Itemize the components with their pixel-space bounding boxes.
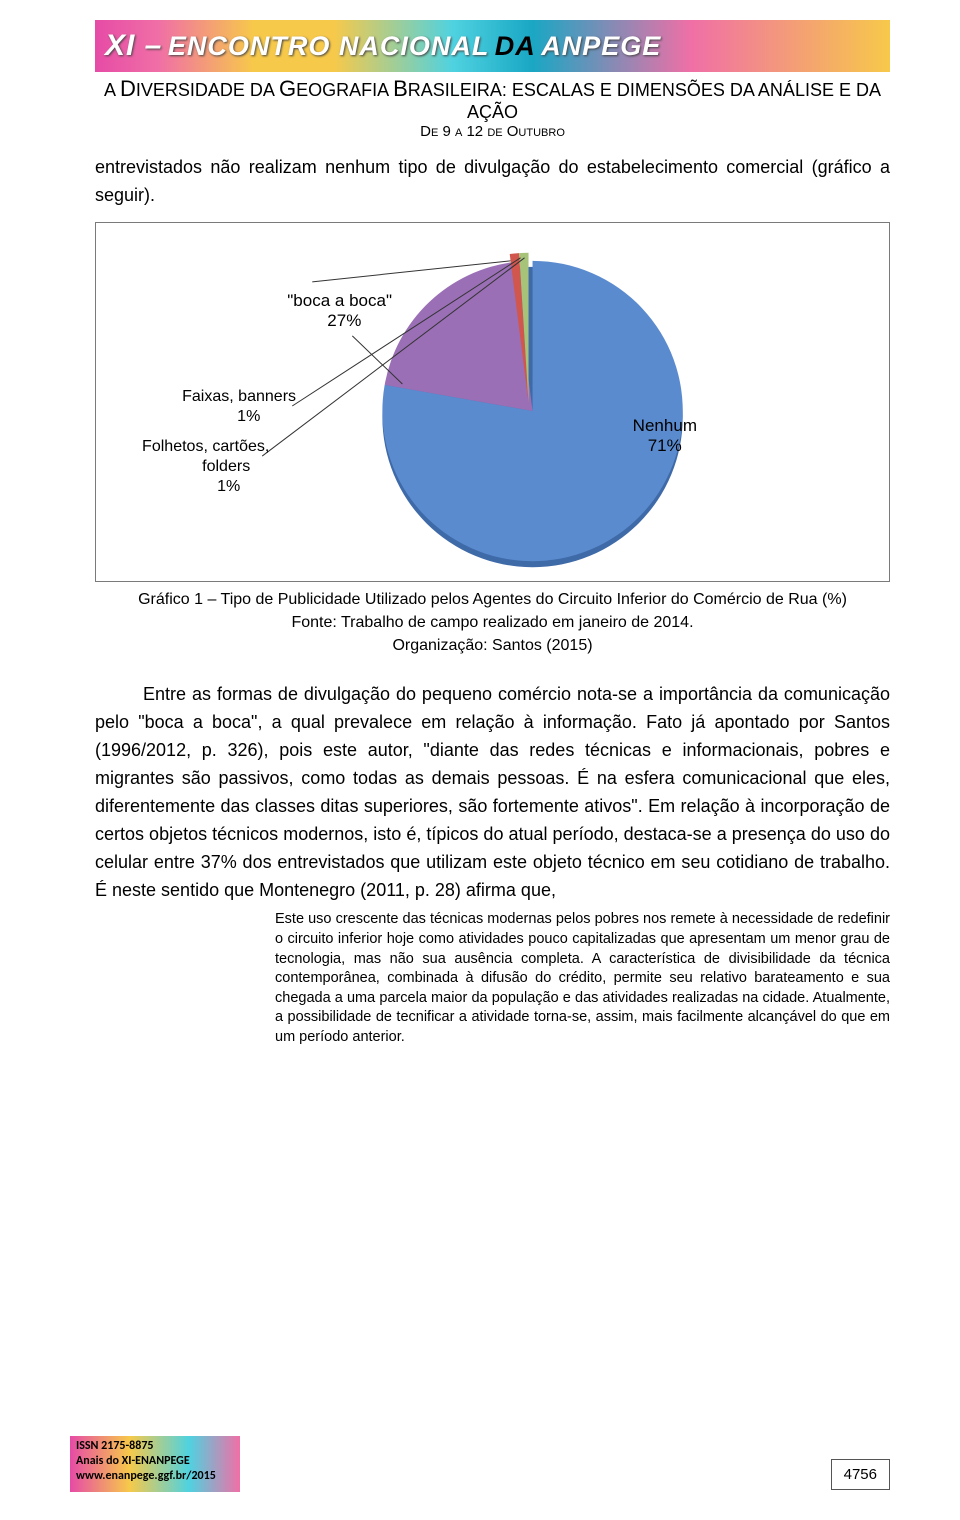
label-folhetos: Folhetos, cartões,	[142, 437, 269, 455]
block-quote: Este uso crescente das técnicas modernas…	[275, 910, 890, 1047]
chart-caption: Gráfico 1 – Tipo de Publicidade Utilizad…	[95, 588, 890, 658]
label-nenhum: Nenhum	[633, 416, 697, 435]
svg-text:71%: 71%	[648, 436, 682, 455]
svg-text:27%: 27%	[327, 311, 361, 330]
svg-text:folders: folders	[202, 457, 250, 475]
svg-text:1%: 1%	[237, 407, 260, 425]
banner-da: DA	[495, 31, 536, 61]
page-number: 4756	[831, 1459, 890, 1490]
header-line1: A DIVERSIDADE DA GEOGRAFIA BRASILEIRA: E…	[95, 76, 890, 123]
main-paragraph: Entre as formas de divulgação do pequeno…	[95, 681, 890, 904]
banner-main: ENCONTRO NACIONAL	[168, 31, 490, 61]
svg-text:1%: 1%	[217, 477, 240, 495]
label-boca: "boca a boca"	[287, 291, 392, 310]
label-faixas: Faixas, banners	[182, 387, 296, 405]
pie-chart: Nenhum 71% "boca a boca" 27% Faixas, ban…	[95, 222, 890, 582]
header-line2: De 9 a 12 de Outubro	[95, 123, 890, 140]
banner-org: ANPEGE	[541, 31, 661, 61]
intro-paragraph: entrevistados não realizam nenhum tipo d…	[95, 154, 890, 210]
event-banner: XI – ENCONTRO NACIONAL DA ANPEGE	[95, 20, 890, 72]
footer-badge: ISSN 2175-8875 Anais do XI-ENANPEGE www.…	[70, 1436, 240, 1492]
footer-url: www.enanpege.ggf.br/2015	[76, 1469, 234, 1484]
footer-anais: Anais do XI-ENANPEGE	[76, 1454, 234, 1469]
footer-issn: ISSN 2175-8875	[76, 1439, 234, 1454]
banner-prefix: XI –	[105, 29, 162, 62]
